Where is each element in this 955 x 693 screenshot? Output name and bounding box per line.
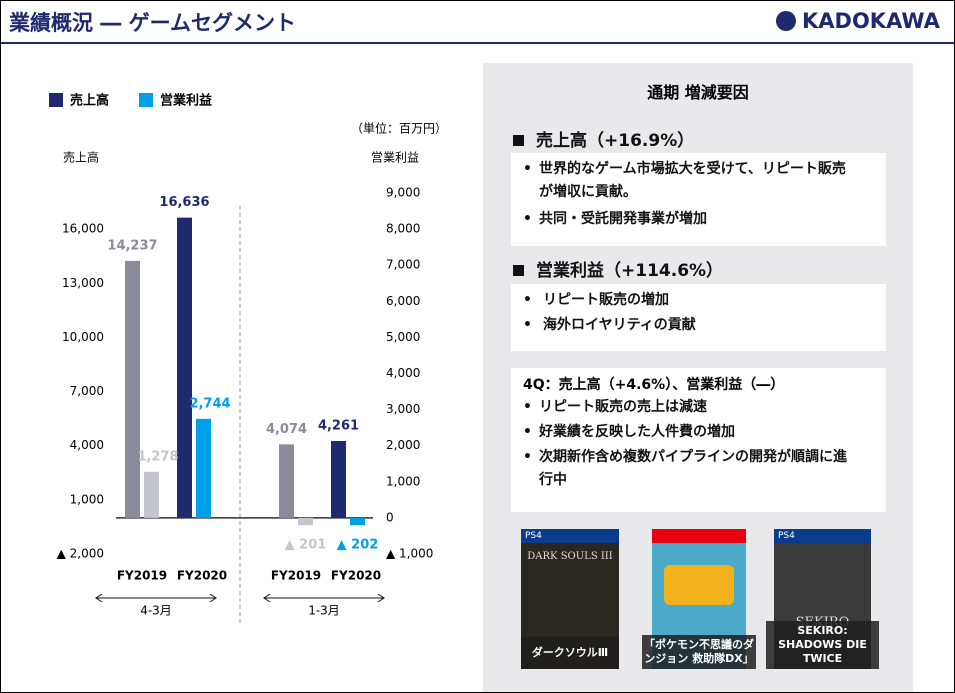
section-heading: 売上高（+16.9%） [513,126,694,151]
heading-text: 営業利益（+114.6%） [536,261,724,281]
value-label: 1,278 [137,449,178,464]
y-tick-label: 16,000 [62,222,104,236]
value-label: 16,636 [159,195,209,210]
y2-tick-label: 3,000 [386,402,420,416]
y-tick-label: 13,000 [62,276,104,290]
y2-tick-label: 5,000 [386,330,420,344]
y2-tick-label: 1,000 [386,474,420,488]
quarter-heading: 4Q：売上高（+4.6%）、営業利益（―） [523,377,785,393]
legend-label: 営業利益 [160,93,212,109]
x-tick-label: FY2020 [177,569,227,583]
y-tick-label: 7,000 [70,384,104,398]
value-label: ▲ 201 [285,537,327,552]
heading-text: 売上高（+16.9%） [536,131,695,151]
y2-tick-label: 6,000 [386,294,420,308]
bar [125,260,140,518]
bullet: 共同・受託開発事業が増加 [511,208,886,231]
x-tick-label: FY2020 [331,569,381,583]
y-tick-label: 1,000 [70,492,104,506]
quarter-box: 4Q：売上高（+4.6%）、営業利益（―） リピート販売の売上は減速 好業績を反… [511,368,886,512]
platform: PS4 [521,529,619,543]
legend-swatch [49,93,63,107]
section-heading: 営業利益（+114.6%） [513,256,723,281]
bar [331,440,346,518]
arrow-head [263,593,385,603]
y-axis-label: 売上高 [63,150,99,165]
group-label: 1-3月 [308,604,340,618]
bullet: 次期新作含め複数パイプラインの開発が順調に進行中 [511,446,859,492]
cover-title: DARK SOULS III [527,551,613,562]
game-cover: 「ポケモン不思議のダンジョン 救助隊DX」 [642,529,756,669]
chart: ▲ 2,000 1,000 4,000 7,000 10,000 13,000 16,000… [49,93,447,626]
caption: ダークソウルⅢ [521,637,619,669]
y2-tick-label: ▲ 1,000 [386,547,433,561]
caption: 「ポケモン不思議のダンジョン 救助隊DX」 [642,635,756,669]
bullet: 世界的なゲーム市場拡大を受けて、リピート販売が増収に貢献。 [511,158,859,204]
value-label: 2,744 [189,396,230,411]
cover-logo [664,565,734,605]
bar [196,418,211,518]
y-tick-label: ▲ 2,000 [57,547,104,561]
bullet: 海外ロイヤリティの貢献 [511,314,886,337]
value-label: 4,074 [266,422,307,437]
x-tick-label: FY2019 [271,569,321,583]
header-rule [1,42,954,44]
x-tick-label: FY2019 [117,569,167,583]
y2-tick-label: 4,000 [386,366,420,380]
arrow-head [95,593,217,603]
game-cover: PS4 DARK SOULS III ダークソウルⅢ [521,529,619,669]
value-label: ▲ 202 [337,537,379,552]
y2-tick-label: 7,000 [386,258,420,272]
bar [279,444,294,518]
unit-note: （単位：百万円） [351,121,447,136]
bullet: リピート販売の売上は減速 [511,396,886,419]
y2-axis-label: 営業利益 [371,151,419,165]
bullet: リピート販売の増加 [511,289,886,312]
y2-tick-label: 9,000 [386,186,420,200]
bar [350,517,365,526]
platform-band [652,529,746,543]
bullet-box: リピート販売の増加 海外ロイヤリティの貢献 [511,284,886,351]
y2-tick-label: 0 [386,510,394,524]
y-tick-label: 4,000 [70,438,104,452]
legend-label: 売上高 [70,93,109,109]
summary-panel: 通期 増減要因 売上高（+16.9%） 世界的なゲーム市場拡大を受けて、リピート… [483,63,913,692]
platform: PS4 [774,529,871,543]
bullet-box: 世界的なゲーム市場拡大を受けて、リピート販売が増収に貢献。 共同・受託開発事業が… [511,153,886,246]
game-cover: PS4 SEKIRO SEKIRO: SHADOWS DIE TWICE [766,529,879,669]
value-label: 14,237 [107,238,157,253]
group-label: 4-3月 [140,604,172,618]
bar [298,517,313,526]
y2-tick-label: 8,000 [386,222,420,236]
y2-tick-label: 2,000 [386,438,420,452]
summary-title: 通期 増減要因 [647,83,749,102]
logo-text: KADOKAWA [802,9,940,33]
legend-swatch [139,93,153,107]
bullet: 好業績を反映した人件費の増加 [511,421,886,444]
value-label: 4,261 [318,418,359,433]
logo: KADOKAWA [776,9,940,33]
y-tick-label: 10,000 [62,330,104,344]
caption: SEKIRO: SHADOWS DIE TWICE [766,621,879,669]
bar [177,217,192,518]
slide-title: 業績概況 ― ゲームセグメント [9,11,296,35]
bar [144,471,159,518]
